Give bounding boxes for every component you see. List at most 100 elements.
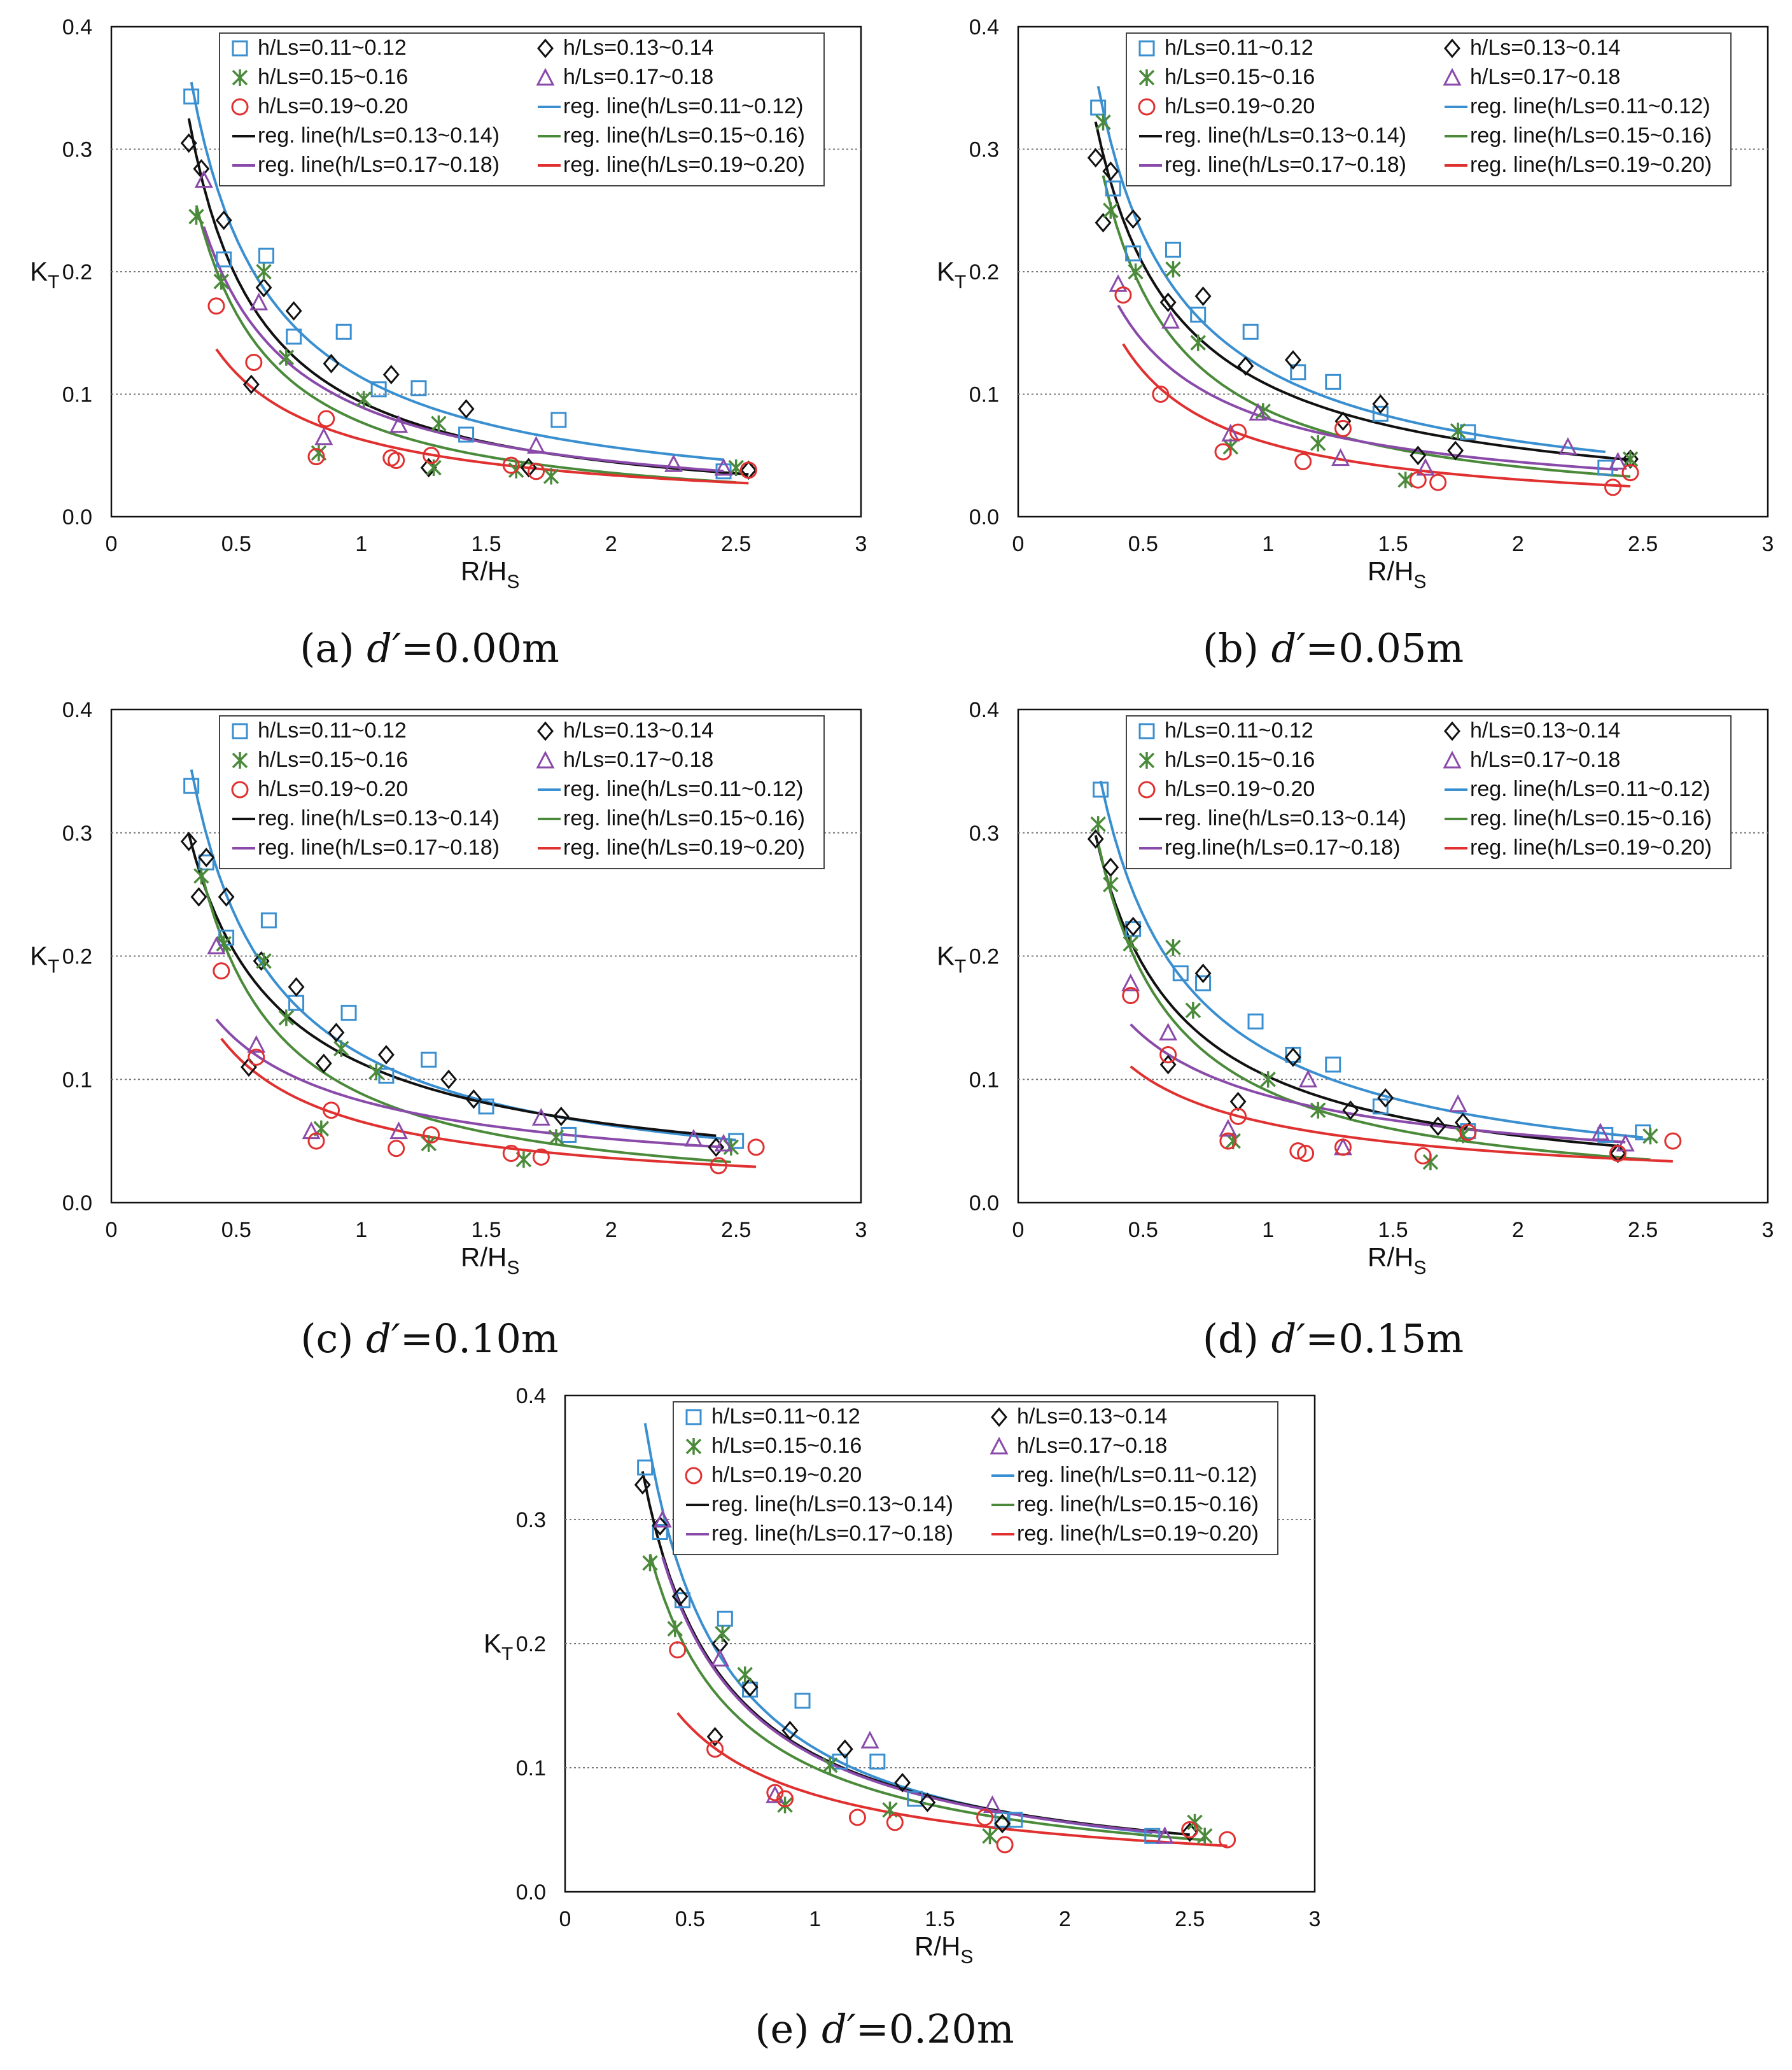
point-s11 <box>1165 241 1181 258</box>
regression-line-s11 <box>1096 86 1606 454</box>
point-s17 <box>1331 448 1350 466</box>
legend-regression-label: reg. line(h/Ls=0.17~0.18) <box>711 1521 953 1546</box>
y-tick-label: 0.2 <box>969 945 999 969</box>
point-s19 <box>1181 1821 1199 1838</box>
point-s19 <box>1214 443 1232 461</box>
point-s13 <box>315 1053 332 1073</box>
x-tick-label: 0 <box>106 1218 118 1242</box>
point-s19 <box>1297 1145 1315 1162</box>
legend-regression-label: reg. line(h/Ls=0.11~0.12) <box>563 777 803 801</box>
y-axis-label: KT <box>937 256 966 293</box>
legend-marker-s11 <box>1138 723 1155 739</box>
point-s19 <box>1229 1107 1247 1125</box>
point-s19 <box>388 1140 405 1157</box>
x-tick-label: 2 <box>605 532 617 556</box>
point-s13 <box>741 1677 759 1697</box>
legend-label-s11: h/Ls=0.11~0.12 <box>258 36 407 60</box>
point-s13 <box>215 210 232 230</box>
legend-regression-label: reg. line(h/Ls=0.15~0.16) <box>1470 123 1712 148</box>
point-s13 <box>1284 1047 1301 1067</box>
point-s13 <box>894 1773 911 1793</box>
point-s11 <box>728 1133 745 1149</box>
point-s19 <box>766 1784 784 1801</box>
y-tick-label: 0.1 <box>969 1068 999 1092</box>
x-tick-label: 1.5 <box>925 1907 955 1931</box>
point-s19 <box>248 1048 265 1066</box>
legend-label-s17: h/Ls=0.17~0.18 <box>563 748 713 772</box>
point-s17 <box>527 436 546 454</box>
point-s11 <box>1090 99 1107 116</box>
legend <box>1126 32 1732 186</box>
point-s15 <box>278 1009 295 1026</box>
point-s19 <box>739 461 757 479</box>
point-s15 <box>822 1757 838 1774</box>
point-s11 <box>1105 180 1121 197</box>
point-s13 <box>328 1023 345 1042</box>
y-tick-label: 0.1 <box>516 1756 546 1780</box>
y-tick-label: 0.3 <box>516 1508 546 1532</box>
point-s19 <box>1152 386 1170 403</box>
point-s19 <box>502 456 520 474</box>
point-s17 <box>664 454 683 472</box>
point-s19 <box>1621 464 1639 482</box>
point-s11 <box>1247 1013 1264 1030</box>
y-tick-label: 0.3 <box>969 822 999 846</box>
regression-line-s15 <box>200 872 731 1164</box>
legend-regression-label: reg. line(h/Ls=0.15~0.16) <box>1470 806 1712 830</box>
point-s19 <box>706 1740 724 1758</box>
legend-label-s13: h/Ls=0.13~0.14 <box>1470 718 1620 743</box>
y-tick-label: 0.4 <box>516 1384 546 1408</box>
panel-caption: (d) d′=0.15m <box>1203 1315 1464 1362</box>
point-s19 <box>423 1126 440 1143</box>
point-s11 <box>421 1051 437 1068</box>
point-s19 <box>1289 1142 1307 1160</box>
regression-line-s17 <box>661 1556 1165 1835</box>
point-s13 <box>1124 209 1142 229</box>
legend-regression-label: reg. line(h/Ls=0.11~0.12) <box>1470 94 1710 118</box>
legend-regression-label: reg. line(h/Ls=0.11~0.12) <box>1470 777 1710 801</box>
point-s13 <box>1087 148 1104 168</box>
legend-regression-label: reg. line(h/Ls=0.17~0.18) <box>258 836 500 860</box>
point-s15 <box>715 1625 731 1642</box>
legend-marker-s13 <box>1444 721 1460 741</box>
legend-marker-s17 <box>1443 67 1462 86</box>
point-s13 <box>465 1089 482 1109</box>
point-s17 <box>1109 274 1128 292</box>
point-s17 <box>389 1121 409 1140</box>
x-tick-label: 1.5 <box>471 532 501 556</box>
point-s13 <box>1429 1116 1446 1136</box>
point-s13 <box>1102 857 1119 878</box>
x-tick-label: 0.5 <box>1128 532 1158 556</box>
regression-line-s11 <box>1099 780 1643 1139</box>
legend-marker-s17 <box>536 750 555 769</box>
point-s15 <box>1450 423 1466 440</box>
legend-label-s17: h/Ls=0.17~0.18 <box>563 65 713 89</box>
point-s19 <box>1429 473 1447 491</box>
y-tick-label: 0.2 <box>516 1632 546 1656</box>
point-s17 <box>1416 458 1435 476</box>
legend-regression-label: reg. line(h/Ls=0.19~0.20) <box>1470 836 1712 860</box>
legend-regression-label: reg. line(h/Ls=0.19~0.20) <box>1470 153 1712 177</box>
legend-marker-s19 <box>231 98 249 116</box>
point-s13 <box>1334 411 1352 431</box>
x-tick-label: 1.5 <box>471 1218 501 1242</box>
legend-label-s17: h/Ls=0.17~0.18 <box>1017 1434 1167 1458</box>
legend-regression-label: reg. line(h/Ls=0.19~0.20) <box>1017 1521 1259 1546</box>
point-s19 <box>669 1641 687 1659</box>
point-s15 <box>1260 1071 1276 1088</box>
point-s17 <box>1221 423 1240 442</box>
x-axis-label: R/HS <box>461 556 519 592</box>
legend-regression-label: reg. line(h/Ls=0.11~0.12) <box>563 94 803 118</box>
legend-regression-label: reg. line(h/Ls=0.13~0.14) <box>1165 806 1406 830</box>
point-s15 <box>188 208 204 225</box>
point-s15 <box>1310 1101 1326 1119</box>
point-s19 <box>776 1790 794 1808</box>
point-s19 <box>207 297 225 315</box>
point-s15 <box>1103 876 1119 893</box>
legend-marker-s17 <box>1443 750 1462 769</box>
regression-line-s13 <box>1094 835 1618 1147</box>
point-s17 <box>1448 1094 1467 1112</box>
x-tick-label: 1 <box>1262 532 1274 556</box>
point-s11 <box>1325 374 1341 390</box>
point-s19 <box>307 448 325 466</box>
